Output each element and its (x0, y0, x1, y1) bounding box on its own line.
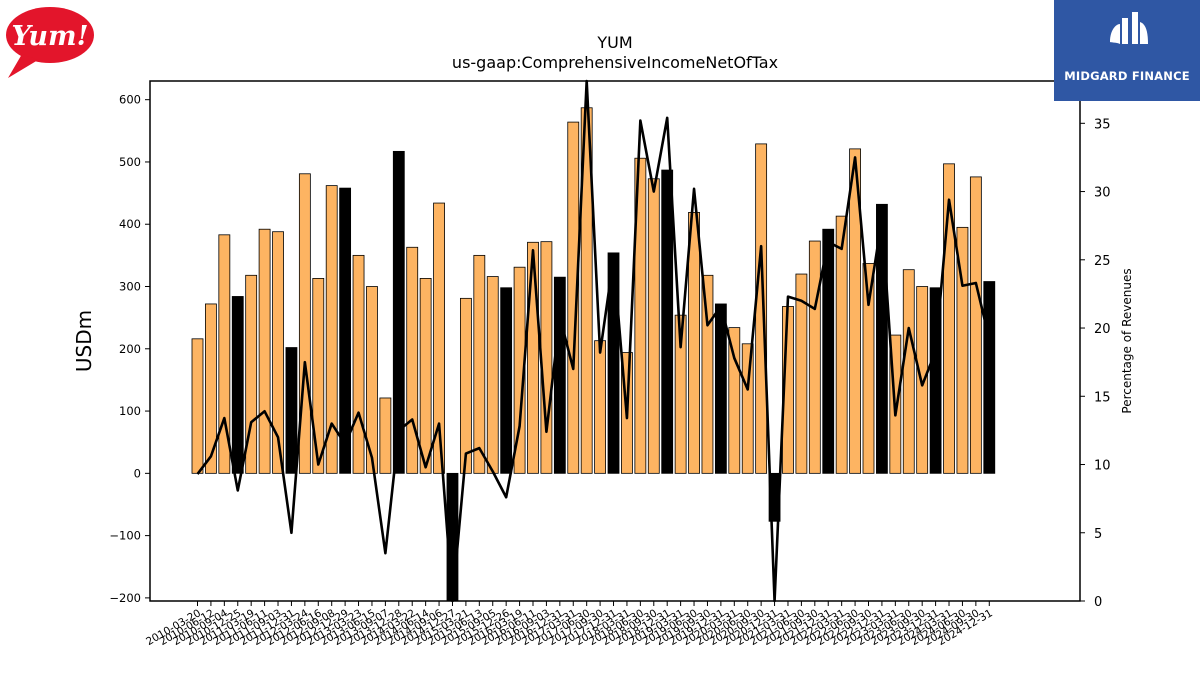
bar-2013-12-28 (392, 150, 405, 474)
bar-2018-12-31 (661, 169, 674, 474)
bar-2015-06-13 (473, 254, 486, 474)
y2-tick-label: 20 (1094, 322, 1111, 337)
bar-2024-09-30 (969, 176, 982, 474)
bar-2013-06-15 (366, 286, 378, 474)
midgard-finance-name: MIDGARD FINANCE (1064, 69, 1190, 83)
y-tick-label: −200 (109, 591, 141, 605)
chart-subtitle: us-gaap:ComprehensiveIncomeNetOfTax (452, 53, 778, 72)
bars-group (191, 107, 996, 602)
bar-2021-06-30 (795, 273, 808, 474)
y2-axis-label: Percentage of Revenues (1120, 268, 1134, 413)
bar-2017-09-30 (594, 340, 606, 474)
line-group (196, 79, 991, 603)
y2-tick-label: 15 (1094, 390, 1111, 405)
bar-2021-09-30 (808, 240, 821, 474)
y-tick-label: 500 (119, 155, 141, 169)
bar-2023-12-31 (929, 287, 942, 474)
yum-logo-text: Yum! (12, 21, 89, 52)
bar-2019-09-30 (701, 274, 714, 474)
bar-2022-06-30 (849, 148, 861, 474)
bar-2010-09-04 (218, 234, 231, 474)
bar-2015-12-26 (500, 287, 513, 474)
bar-2017-12-31 (607, 252, 620, 474)
bar-2010-06-12 (205, 303, 217, 474)
bar-2020-09-30 (755, 143, 768, 474)
yum-logo-bubble (6, 7, 94, 63)
bar-2020-06-30 (741, 343, 754, 474)
axes-group: −200 −100 0 100 200 300 400 500 600 0 5 10 15 20 25 30 3… (109, 93, 1110, 648)
bar-2019-06-30 (688, 211, 700, 474)
y-tick-label: 600 (119, 93, 141, 107)
y-tick-label: 100 (119, 404, 141, 418)
bar-2012-06-16 (312, 278, 325, 474)
bar-2016-09-03 (540, 241, 553, 474)
bar-2013-03-23 (352, 254, 365, 474)
y2-tick-label: 30 (1094, 186, 1111, 201)
bar-2019-12-31 (714, 303, 727, 474)
y2-tick-label: 35 (1094, 117, 1111, 132)
bar-2012-03-24 (298, 173, 311, 474)
bar-2011-03-19 (245, 274, 258, 474)
y2-tick-label: 25 (1094, 254, 1111, 269)
bar-2019-03-31 (674, 314, 687, 474)
bar-2011-06-11 (258, 228, 271, 474)
y-tick-label: 400 (119, 217, 141, 231)
bar-2018-09-30 (647, 178, 660, 474)
bar-2012-12-29 (339, 187, 352, 474)
bar-2015-09-05 (486, 276, 499, 474)
y-tick-label: 200 (119, 342, 141, 356)
y-tick-label: −100 (109, 529, 141, 543)
y2-tick-label: 10 (1094, 459, 1111, 474)
bar-2011-12-31 (285, 347, 298, 474)
bar-2016-12-31 (553, 276, 566, 474)
bar-2010-12-25 (231, 296, 244, 474)
percentage-line (196, 79, 991, 603)
y2-tick-label: 0 (1094, 595, 1102, 610)
y-tick-label: 0 (134, 466, 141, 480)
plot-frame (149, 80, 1081, 602)
y-tick-label: 300 (119, 280, 141, 294)
bar-2024-06-30 (956, 226, 969, 474)
chart-title: YUM (596, 33, 632, 52)
bar-2024-12-31 (983, 281, 996, 474)
bar-2020-03-31 (728, 327, 741, 474)
bar-2013-09-07 (379, 397, 392, 474)
midgard-mark-icon (1110, 12, 1148, 44)
bar-2012-09-08 (325, 185, 338, 474)
bar-2010-03-20 (191, 338, 204, 474)
bar-2022-12-31 (876, 203, 888, 474)
bar-2022-03-31 (835, 215, 848, 474)
yum-logo-tail (8, 54, 38, 78)
bar-2021-12-31 (822, 228, 835, 474)
bar-2015-03-21 (459, 297, 472, 474)
bar-2011-09-03 (272, 231, 284, 474)
bar-2024-03-31 (943, 163, 955, 474)
y2-tick-label: 5 (1094, 527, 1102, 542)
bar-2014-06-14 (419, 278, 432, 474)
bar-2014-03-22 (406, 246, 419, 474)
bar-2018-06-30 (634, 157, 647, 474)
bar-2022-09-30 (862, 263, 875, 474)
bar-2017-03-31 (567, 121, 580, 474)
midgard-finance-logo: MIDGARD FINANCE (1054, 0, 1200, 101)
y-axis-label: USDm (72, 310, 96, 372)
bar-2016-06-11 (527, 241, 539, 474)
yum-logo: Yum! (6, 7, 94, 78)
bar-2023-06-30 (902, 269, 915, 474)
bar-2014-09-06 (433, 202, 445, 474)
